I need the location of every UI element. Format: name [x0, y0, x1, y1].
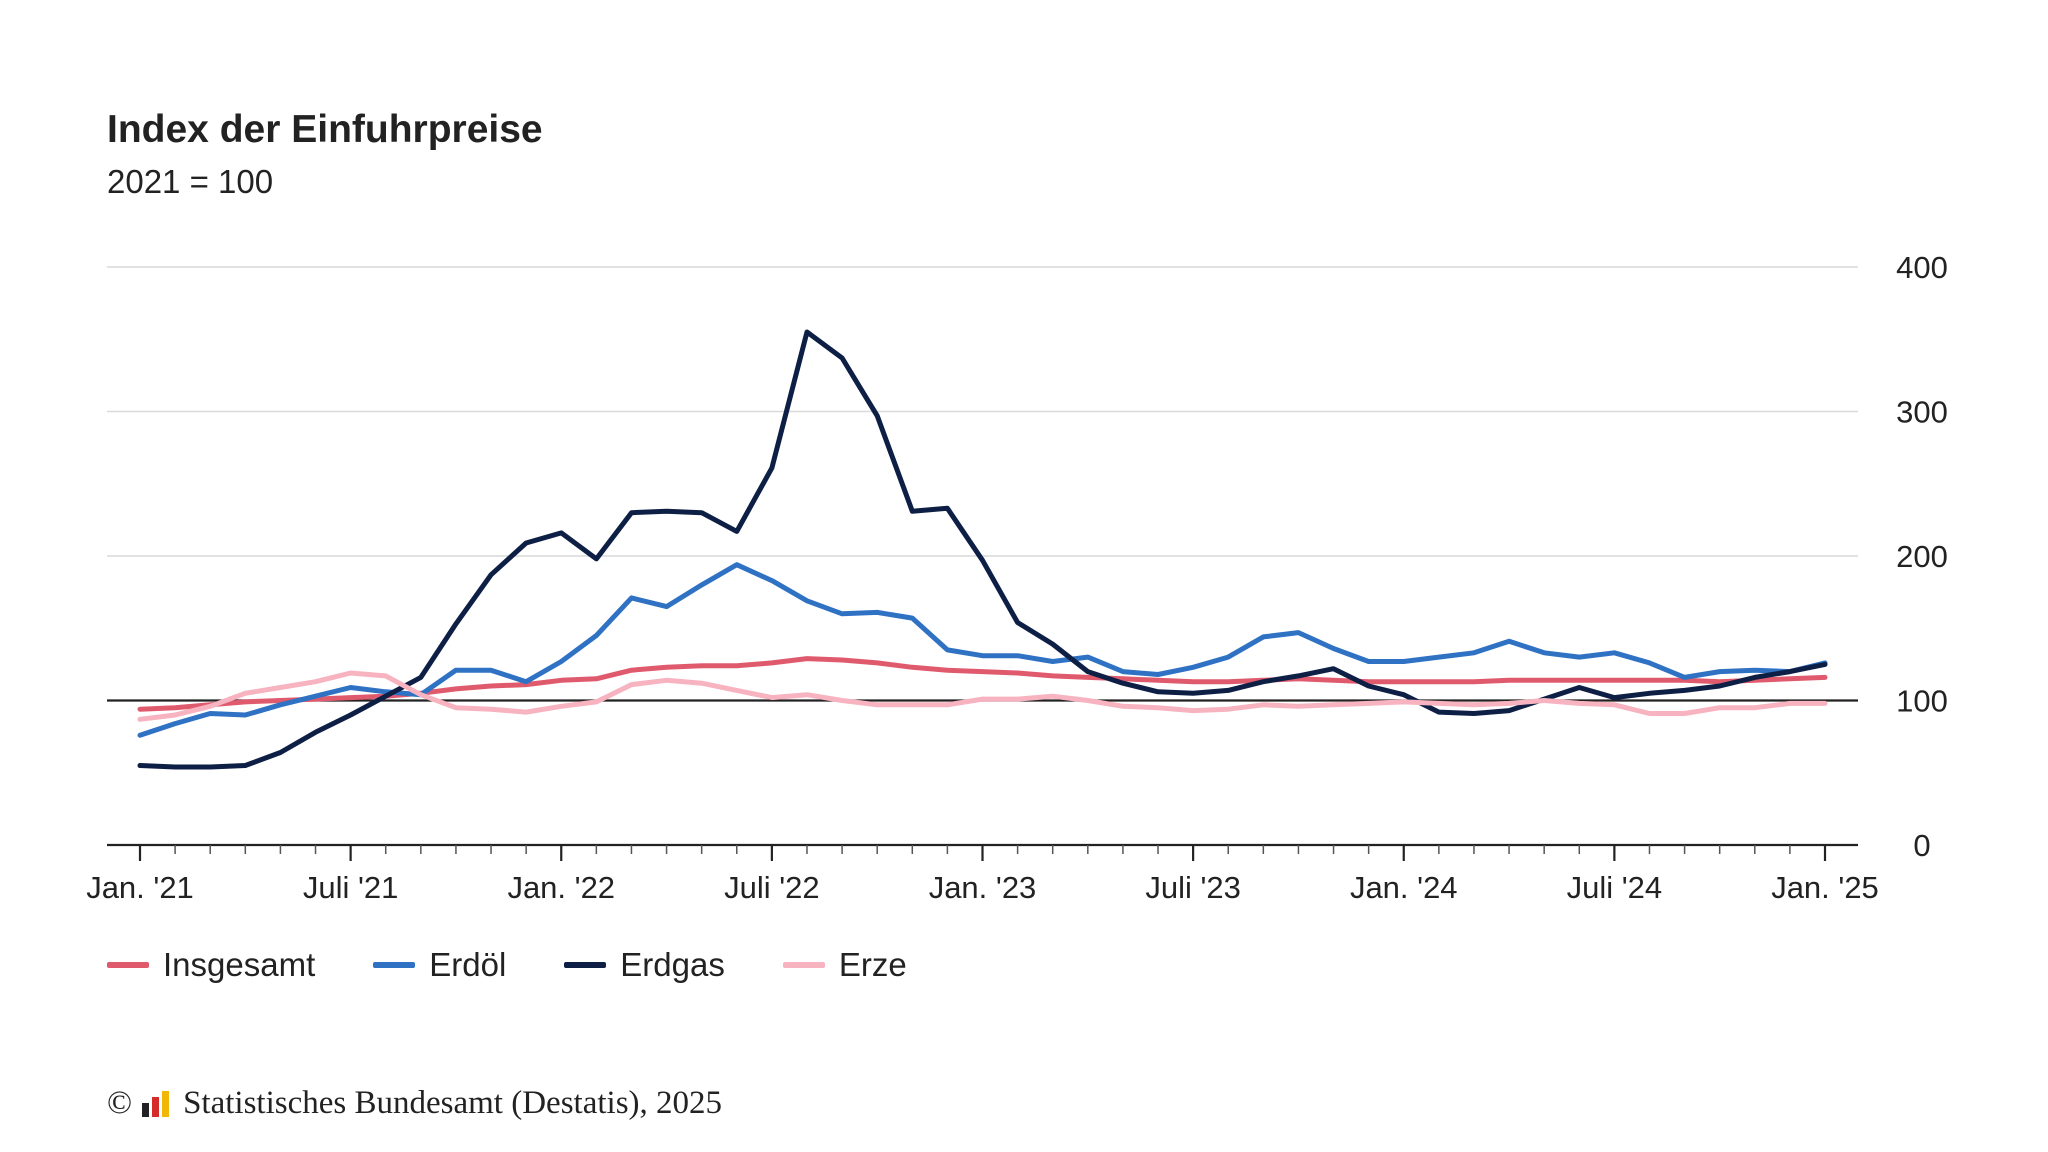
legend-label: Erze	[838, 946, 907, 983]
legend-swatch	[373, 962, 416, 968]
destatis-logo-icon	[142, 1090, 170, 1117]
chart-title: Index der Einfuhrpreise	[107, 108, 543, 151]
x-axis	[107, 843, 1858, 861]
legend-item-erdgas[interactable]: Erdgas	[564, 946, 725, 984]
source-footer: © Statistisches Bundesamt (Destatis), 20…	[107, 1085, 722, 1122]
x-tick-label: Juli '21	[303, 870, 399, 905]
legend-swatch	[107, 962, 149, 968]
series-line-erdoel	[137, 562, 1828, 738]
y-tick-label: 100	[1896, 684, 1948, 719]
legend-label: Erdgas	[620, 946, 725, 983]
legend-item-insgesamt[interactable]: Insgesamt	[107, 946, 315, 984]
chart-subtitle: 2021 = 100	[107, 163, 274, 200]
x-tick-label: Juli '23	[1145, 870, 1241, 905]
legend-label: Erdöl	[429, 946, 507, 983]
y-axis-tick-labels: 0 100 200 300 400	[1896, 250, 1948, 863]
y-tick-label: 400	[1896, 250, 1948, 285]
copyright-symbol: ©	[107, 1085, 133, 1121]
legend-swatch	[782, 962, 825, 968]
legend-item-erze[interactable]: Erze	[782, 946, 907, 984]
y-tick-label: 300	[1896, 395, 1948, 430]
legend-label: Insgesamt	[163, 946, 316, 983]
x-tick-label: Jan. '25	[1771, 870, 1879, 905]
legend: Insgesamt Erdöl Erdgas Erze	[107, 946, 907, 984]
x-tick-label: Jan. '24	[1350, 870, 1458, 905]
x-tick-label: Juli '22	[724, 870, 820, 905]
x-axis-tick-labels: Jan. '21 Juli '21 Jan. '22 Juli '22 Jan. '23…	[86, 870, 1879, 905]
x-tick-label: Jan. '22	[507, 870, 615, 905]
y-tick-label: 200	[1896, 539, 1948, 574]
x-tick-label: Jan. '21	[86, 870, 194, 905]
legend-item-erdoel[interactable]: Erdöl	[373, 946, 506, 984]
gridlines	[107, 266, 1858, 702]
x-tick-label: Jan. '23	[929, 870, 1037, 905]
y-tick-label: 0	[1913, 828, 1930, 863]
series-line-erze	[137, 670, 1828, 722]
series-lines	[137, 329, 1828, 770]
source-text: Statistisches Bundesamt (Destatis), 2025	[183, 1085, 723, 1121]
x-tick-label: Juli '24	[1567, 870, 1663, 905]
legend-swatch	[564, 962, 607, 968]
